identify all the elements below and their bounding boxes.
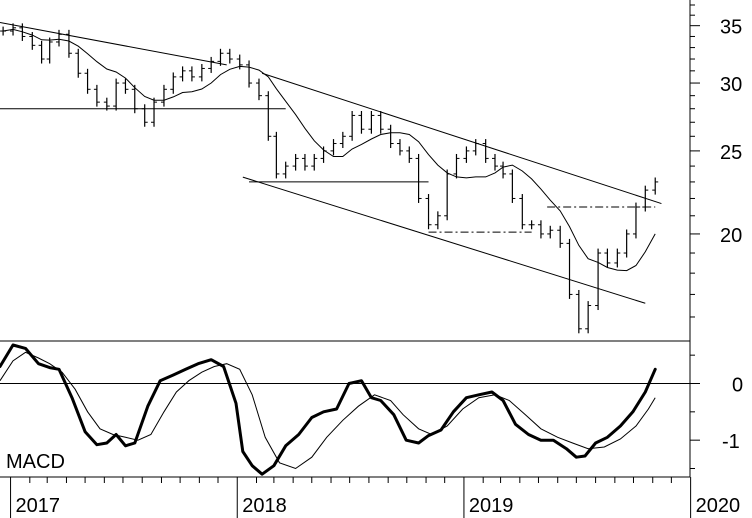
price-bar — [65, 29, 72, 58]
trend-line-falling-support — [242, 176, 646, 304]
x-tick-label: 2019 — [469, 495, 513, 517]
price-bar — [330, 139, 337, 156]
price-bar — [368, 110, 375, 134]
x-tick-label: 2017 — [16, 495, 61, 517]
x-tick-label: 2020 — [696, 495, 741, 517]
price-bar — [528, 220, 535, 230]
price-bar — [38, 40, 45, 64]
price-bar — [188, 66, 195, 82]
price-bar — [652, 177, 659, 195]
price-bar — [113, 78, 120, 111]
price-y-tick-label: 35 — [720, 17, 742, 39]
price-bar — [265, 91, 272, 141]
price-bar — [557, 225, 564, 248]
price-bar — [566, 238, 573, 299]
price-bar — [509, 169, 516, 203]
price-bar — [311, 153, 318, 171]
price-bar — [453, 153, 460, 179]
price-panel — [0, 22, 662, 334]
price-bar — [170, 72, 177, 94]
price-bar — [377, 110, 384, 134]
price-bar — [482, 139, 489, 163]
price-bar — [575, 289, 582, 334]
price-bar — [292, 153, 299, 171]
price-y-axis: 20 25 30 35 — [690, 4, 742, 318]
price-bar — [208, 56, 215, 73]
price-bar — [226, 48, 233, 64]
price-bar — [519, 194, 526, 230]
macd-signal-line — [0, 351, 656, 470]
price-bar — [282, 161, 289, 179]
price-bar — [93, 84, 100, 107]
price-bar — [396, 139, 403, 156]
price-bar — [349, 110, 356, 141]
price-bar — [301, 153, 308, 171]
price-bar — [434, 211, 441, 230]
price-bar — [604, 248, 611, 268]
macd-y-tick-label: 0 — [732, 375, 743, 397]
price-bar — [246, 60, 253, 88]
price-bar — [547, 225, 554, 239]
price-bar — [179, 66, 186, 82]
price-bar — [198, 64, 205, 82]
price-bar — [358, 110, 365, 134]
trend-line-falling-resistance — [261, 72, 662, 205]
price-bar — [160, 84, 167, 107]
price-y-tick-label: 30 — [720, 74, 742, 96]
trend-line-falling-resistance — [0, 22, 227, 66]
price-bar — [273, 131, 280, 179]
x-axis: 2017 2018 2019 2020 — [10, 477, 741, 518]
moving-average-line — [3, 28, 656, 272]
price-bar — [614, 248, 621, 268]
trend-lines — [0, 22, 662, 304]
x-tick-label: 2018 — [242, 495, 287, 517]
macd-y-axis: -1 0 — [690, 354, 743, 469]
price-bar — [151, 97, 158, 127]
price-bar — [406, 146, 413, 163]
macd-label: MACD — [6, 451, 65, 473]
price-bar — [595, 248, 602, 311]
macd-y-tick-label: -1 — [722, 431, 740, 453]
price-bar — [415, 153, 422, 203]
price-bar — [217, 48, 224, 66]
price-bar — [537, 220, 544, 239]
price-bar — [84, 68, 91, 94]
price-bar — [255, 78, 262, 101]
price-bar — [75, 48, 82, 78]
price-bar — [387, 124, 394, 149]
macd-panel: MACD — [0, 343, 690, 476]
price-bar — [500, 161, 507, 179]
price-bar — [425, 194, 432, 230]
price-y-tick-label: 25 — [720, 142, 742, 164]
price-bar — [463, 146, 470, 163]
price-bar — [623, 229, 630, 258]
price-bar — [491, 153, 498, 171]
price-bar — [339, 131, 346, 149]
macd-line — [0, 343, 657, 476]
price-bars — [0, 23, 659, 334]
price-y-tick-label: 20 — [720, 225, 742, 247]
price-bar — [236, 54, 243, 70]
price-bar — [46, 37, 53, 64]
price-bar — [585, 301, 592, 334]
price-bar — [122, 78, 129, 94]
